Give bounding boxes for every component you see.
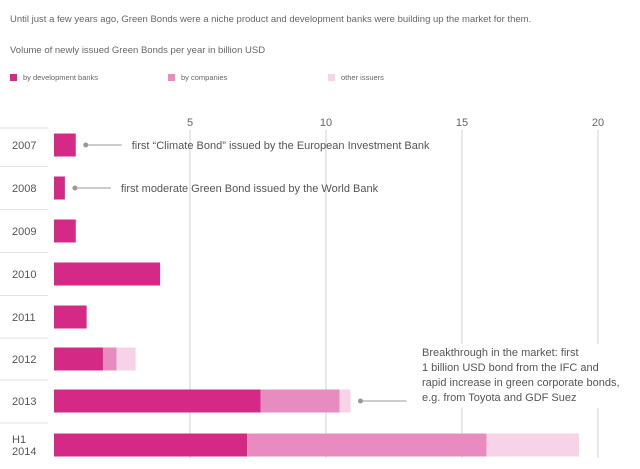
bar-2009-by-development-banks (54, 219, 76, 243)
legend-label-development-banks: by development banks (23, 73, 99, 82)
bar-h1-2014-other-issuers (486, 433, 579, 457)
category-label-2007: 2007 (12, 140, 36, 152)
category-label-2013: 2013 (12, 396, 36, 408)
bar-2012-other-issuers (116, 347, 136, 371)
x-tick-label-20: 20 (592, 117, 604, 129)
category-label-line: H1 (12, 434, 26, 446)
category-label-line: 2014 (12, 446, 36, 458)
category-label-2008: 2008 (12, 183, 36, 195)
bar-2012-by-companies (102, 347, 117, 371)
annotation-text-2007: first “Climate Bond” issued by the Europ… (132, 140, 430, 152)
legend-item-other-issuers: other issuers (328, 73, 384, 82)
bar-2012-by-development-banks (54, 347, 103, 371)
x-tick-label-10: 10 (320, 117, 332, 129)
category-label-2012: 2012 (12, 354, 36, 366)
annotation-text-2008: first moderate Green Bond issued by the … (121, 183, 379, 195)
x-tick-label-5: 5 (187, 117, 193, 129)
category-label-2009: 2009 (12, 226, 36, 238)
bar-h1-2014-by-companies (247, 433, 487, 457)
legend-item-development-banks: by development banks (10, 73, 98, 82)
bar-2013-other-issuers (339, 389, 351, 413)
legend-label-companies: by companies (181, 73, 228, 82)
category-label-h1-2014: H1 2014 (12, 434, 36, 458)
bar-2013-by-companies (260, 389, 340, 413)
intro-text: Until just a few years ago, Green Bonds … (10, 14, 532, 25)
category-label-2011: 2011 (12, 312, 36, 324)
bar-h1-2014-by-development-banks (54, 433, 248, 457)
x-tick-label-15: 15 (456, 117, 468, 129)
legend-swatch-companies (168, 74, 175, 81)
bar-2010-by-development-banks (54, 262, 161, 286)
annotation-text-2013: Breakthrough in the market: first 1 billi… (422, 347, 620, 404)
annotation-background-2013 (416, 344, 628, 408)
bar-2013-by-development-banks (54, 389, 261, 413)
category-label-2010: 2010 (12, 269, 36, 281)
chart-subtitle: Volume of newly issued Green Bonds per y… (10, 45, 266, 56)
annotation-text-line: 1 billion USD bond from the IFC and (422, 362, 599, 374)
legend-item-companies: by companies (168, 73, 227, 82)
legend-swatch-other-issuers (328, 74, 335, 81)
annotation-text-line: e.g. from Toyota and GDF Suez (422, 392, 576, 404)
legend-swatch-development-banks (10, 74, 17, 81)
legend-label-other-issuers: other issuers (341, 73, 384, 82)
bar-2007-by-development-banks (54, 133, 76, 157)
bar-2008-by-development-banks (54, 176, 65, 200)
bar-2011-by-development-banks (54, 305, 87, 329)
annotation-text-line: rapid increase in green corporate bonds, (422, 377, 620, 389)
annotation-text-line: Breakthrough in the market: first (422, 347, 579, 359)
